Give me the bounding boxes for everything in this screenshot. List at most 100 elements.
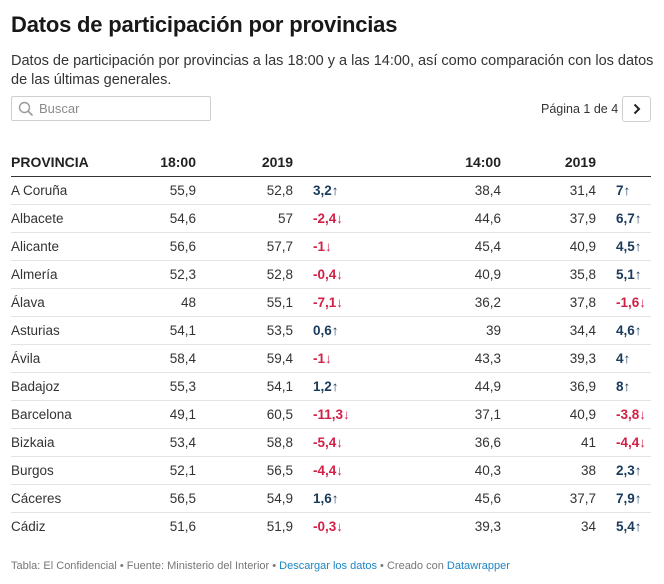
table-row: Badajoz 55,3 54,1 1,2↑ 44,9 36,9 8↑ <box>11 372 651 401</box>
column-header-14h[interactable]: 14:00 <box>373 148 501 177</box>
table-row: Barcelona 49,1 60,5 -11,3↓ 37,1 40,9 -3,8↓ <box>11 400 651 429</box>
table-row: A Coruña 55,9 52,8 3,2↑ 38,4 31,4 7↑ <box>11 176 651 205</box>
cell-diff-a: -2,4↓ <box>293 204 373 233</box>
table-row: Asturias 54,1 53,5 0,6↑ 39 34,4 4,6↑ <box>11 316 651 345</box>
cell-2019-b: 34,4 <box>501 316 596 345</box>
cell-diff-b: -3,8↓ <box>596 400 651 429</box>
cell-18h: 55,9 <box>136 176 196 205</box>
cell-diff-b: 5,1↑ <box>596 260 651 289</box>
cell-2019-a: 54,1 <box>196 372 293 401</box>
cell-diff-b: 4↑ <box>596 344 651 373</box>
cell-2019-a: 54,9 <box>196 484 293 513</box>
cell-diff-a: -1↓ <box>293 232 373 261</box>
cell-18h: 58,4 <box>136 344 196 373</box>
column-header-2019-b[interactable]: 2019 <box>501 148 596 177</box>
cell-2019-a: 57,7 <box>196 232 293 261</box>
download-data-link[interactable]: Descargar los datos <box>279 560 377 572</box>
cell-14h: 40,9 <box>373 260 501 289</box>
cell-18h: 56,6 <box>136 232 196 261</box>
cell-2019-b: 37,9 <box>501 204 596 233</box>
cell-14h: 45,6 <box>373 484 501 513</box>
cell-2019-a: 52,8 <box>196 176 293 205</box>
column-header-18h[interactable]: 18:00 <box>136 148 196 177</box>
table-header-row: PROVINCIA 18:00 2019 14:00 2019 <box>11 148 651 177</box>
page-subtitle: Datos de participación por provincias a … <box>11 53 654 88</box>
cell-18h: 48 <box>136 288 196 317</box>
cell-diff-a: -7,1↓ <box>293 288 373 317</box>
cell-diff-a: 1,6↑ <box>293 484 373 513</box>
table-row: Albacete 54,6 57 -2,4↓ 44,6 37,9 6,7↑ <box>11 204 651 233</box>
cell-diff-b: 7,9↑ <box>596 484 651 513</box>
cell-diff-a: 0,6↑ <box>293 316 373 345</box>
cell-provincia: Bizkaia <box>11 428 136 457</box>
page-title: Datos de participación por provincias <box>11 12 398 37</box>
table-row: Alicante 56,6 57,7 -1↓ 45,4 40,9 4,5↑ <box>11 232 651 261</box>
table-row: Burgos 52,1 56,5 -4,4↓ 40,3 38 2,3↑ <box>11 456 651 485</box>
cell-provincia: Ávila <box>11 344 136 373</box>
cell-18h: 51,6 <box>169 518 196 534</box>
column-header-diff-b[interactable] <box>596 148 651 177</box>
cell-2019-a: 60,5 <box>196 400 293 429</box>
column-header-diff-a[interactable] <box>293 148 373 177</box>
next-page-button[interactable] <box>622 96 651 122</box>
chevron-right-icon <box>633 103 640 115</box>
cell-2019-b: 31,4 <box>501 176 596 205</box>
table-row: Almería 52,3 52,8 -0,4↓ 40,9 35,8 5,1↑ <box>11 260 651 289</box>
cell-2019-b: 40,9 <box>501 400 596 429</box>
cell-provincia: Cáceres <box>11 484 136 513</box>
cell-diff-a: -4,4↓ <box>293 456 373 485</box>
cell-provincia: Álava <box>11 288 136 317</box>
search-box[interactable] <box>11 96 211 121</box>
cell-diff-b: 5,4↑ <box>616 518 642 534</box>
cell-18h: 55,3 <box>136 372 196 401</box>
datawrapper-link[interactable]: Datawrapper <box>446 560 510 572</box>
cell-2019-b: 34 <box>580 518 596 534</box>
cell-18h: 53,4 <box>136 428 196 457</box>
cell-provincia: Almería <box>11 260 136 289</box>
cell-2019-a: 59,4 <box>196 344 293 373</box>
cell-18h: 52,3 <box>136 260 196 289</box>
cell-14h: 40,3 <box>373 456 501 485</box>
table-row: Cáceres 56,5 54,9 1,6↑ 45,6 37,7 7,9↑ <box>11 484 651 513</box>
cell-diff-a: 1,2↑ <box>293 372 373 401</box>
footer: Tabla: El Confidencial • Fuente: Ministe… <box>11 560 510 572</box>
cell-14h: 37,1 <box>373 400 501 429</box>
footer-source: Tabla: El Confidencial • Fuente: Ministe… <box>11 560 280 572</box>
cell-14h: 36,6 <box>373 428 501 457</box>
cell-2019-b: 39,3 <box>501 344 596 373</box>
participation-table: PROVINCIA 18:00 2019 14:00 2019 A Coruña… <box>11 148 651 540</box>
column-header-2019-a[interactable]: 2019 <box>196 148 293 177</box>
column-header-provincia[interactable]: PROVINCIA <box>11 148 136 177</box>
table-row: Bizkaia 53,4 58,8 -5,4↓ 36,6 41 -4,4↓ <box>11 428 651 457</box>
cell-2019-a: 51,9 <box>266 518 293 534</box>
cell-2019-a: 55,1 <box>196 288 293 317</box>
table-row: Cádiz 51,6 51,9 -0,3↓ 39,3 34 5,4↑ <box>11 512 651 540</box>
search-icon <box>18 101 34 116</box>
cell-2019-b: 36,9 <box>501 372 596 401</box>
cell-diff-b: -1,6↓ <box>596 288 651 317</box>
cell-diff-a: -11,3↓ <box>293 400 373 429</box>
cell-14h: 38,4 <box>373 176 501 205</box>
cell-diff-b: 7↑ <box>596 176 651 205</box>
cell-diff-a: -0,3↓ <box>313 518 344 534</box>
cell-18h: 56,5 <box>136 484 196 513</box>
cell-provincia: Cádiz <box>11 518 46 534</box>
cell-diff-a: -5,4↓ <box>293 428 373 457</box>
cell-diff-b: 2,3↑ <box>596 456 651 485</box>
cell-diff-b: 8↑ <box>596 372 651 401</box>
cell-provincia: Albacete <box>11 204 136 233</box>
cell-2019-b: 37,7 <box>501 484 596 513</box>
cell-diff-a: -0,4↓ <box>293 260 373 289</box>
cell-diff-b: -4,4↓ <box>596 428 651 457</box>
cell-provincia: Alicante <box>11 232 136 261</box>
cell-2019-b: 40,9 <box>501 232 596 261</box>
search-input[interactable] <box>39 101 209 116</box>
cell-provincia: Badajoz <box>11 372 136 401</box>
cell-14h: 36,2 <box>373 288 501 317</box>
cell-14h: 44,9 <box>373 372 501 401</box>
pagination-label: Página 1 de 4 <box>541 102 619 116</box>
cell-diff-b: 4,5↑ <box>596 232 651 261</box>
cell-14h: 39 <box>373 316 501 345</box>
cell-2019-a: 57 <box>196 204 293 233</box>
cell-2019-a: 58,8 <box>196 428 293 457</box>
